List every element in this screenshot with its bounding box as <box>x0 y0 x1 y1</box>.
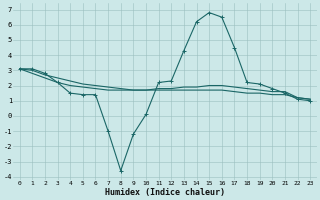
X-axis label: Humidex (Indice chaleur): Humidex (Indice chaleur) <box>105 188 225 197</box>
